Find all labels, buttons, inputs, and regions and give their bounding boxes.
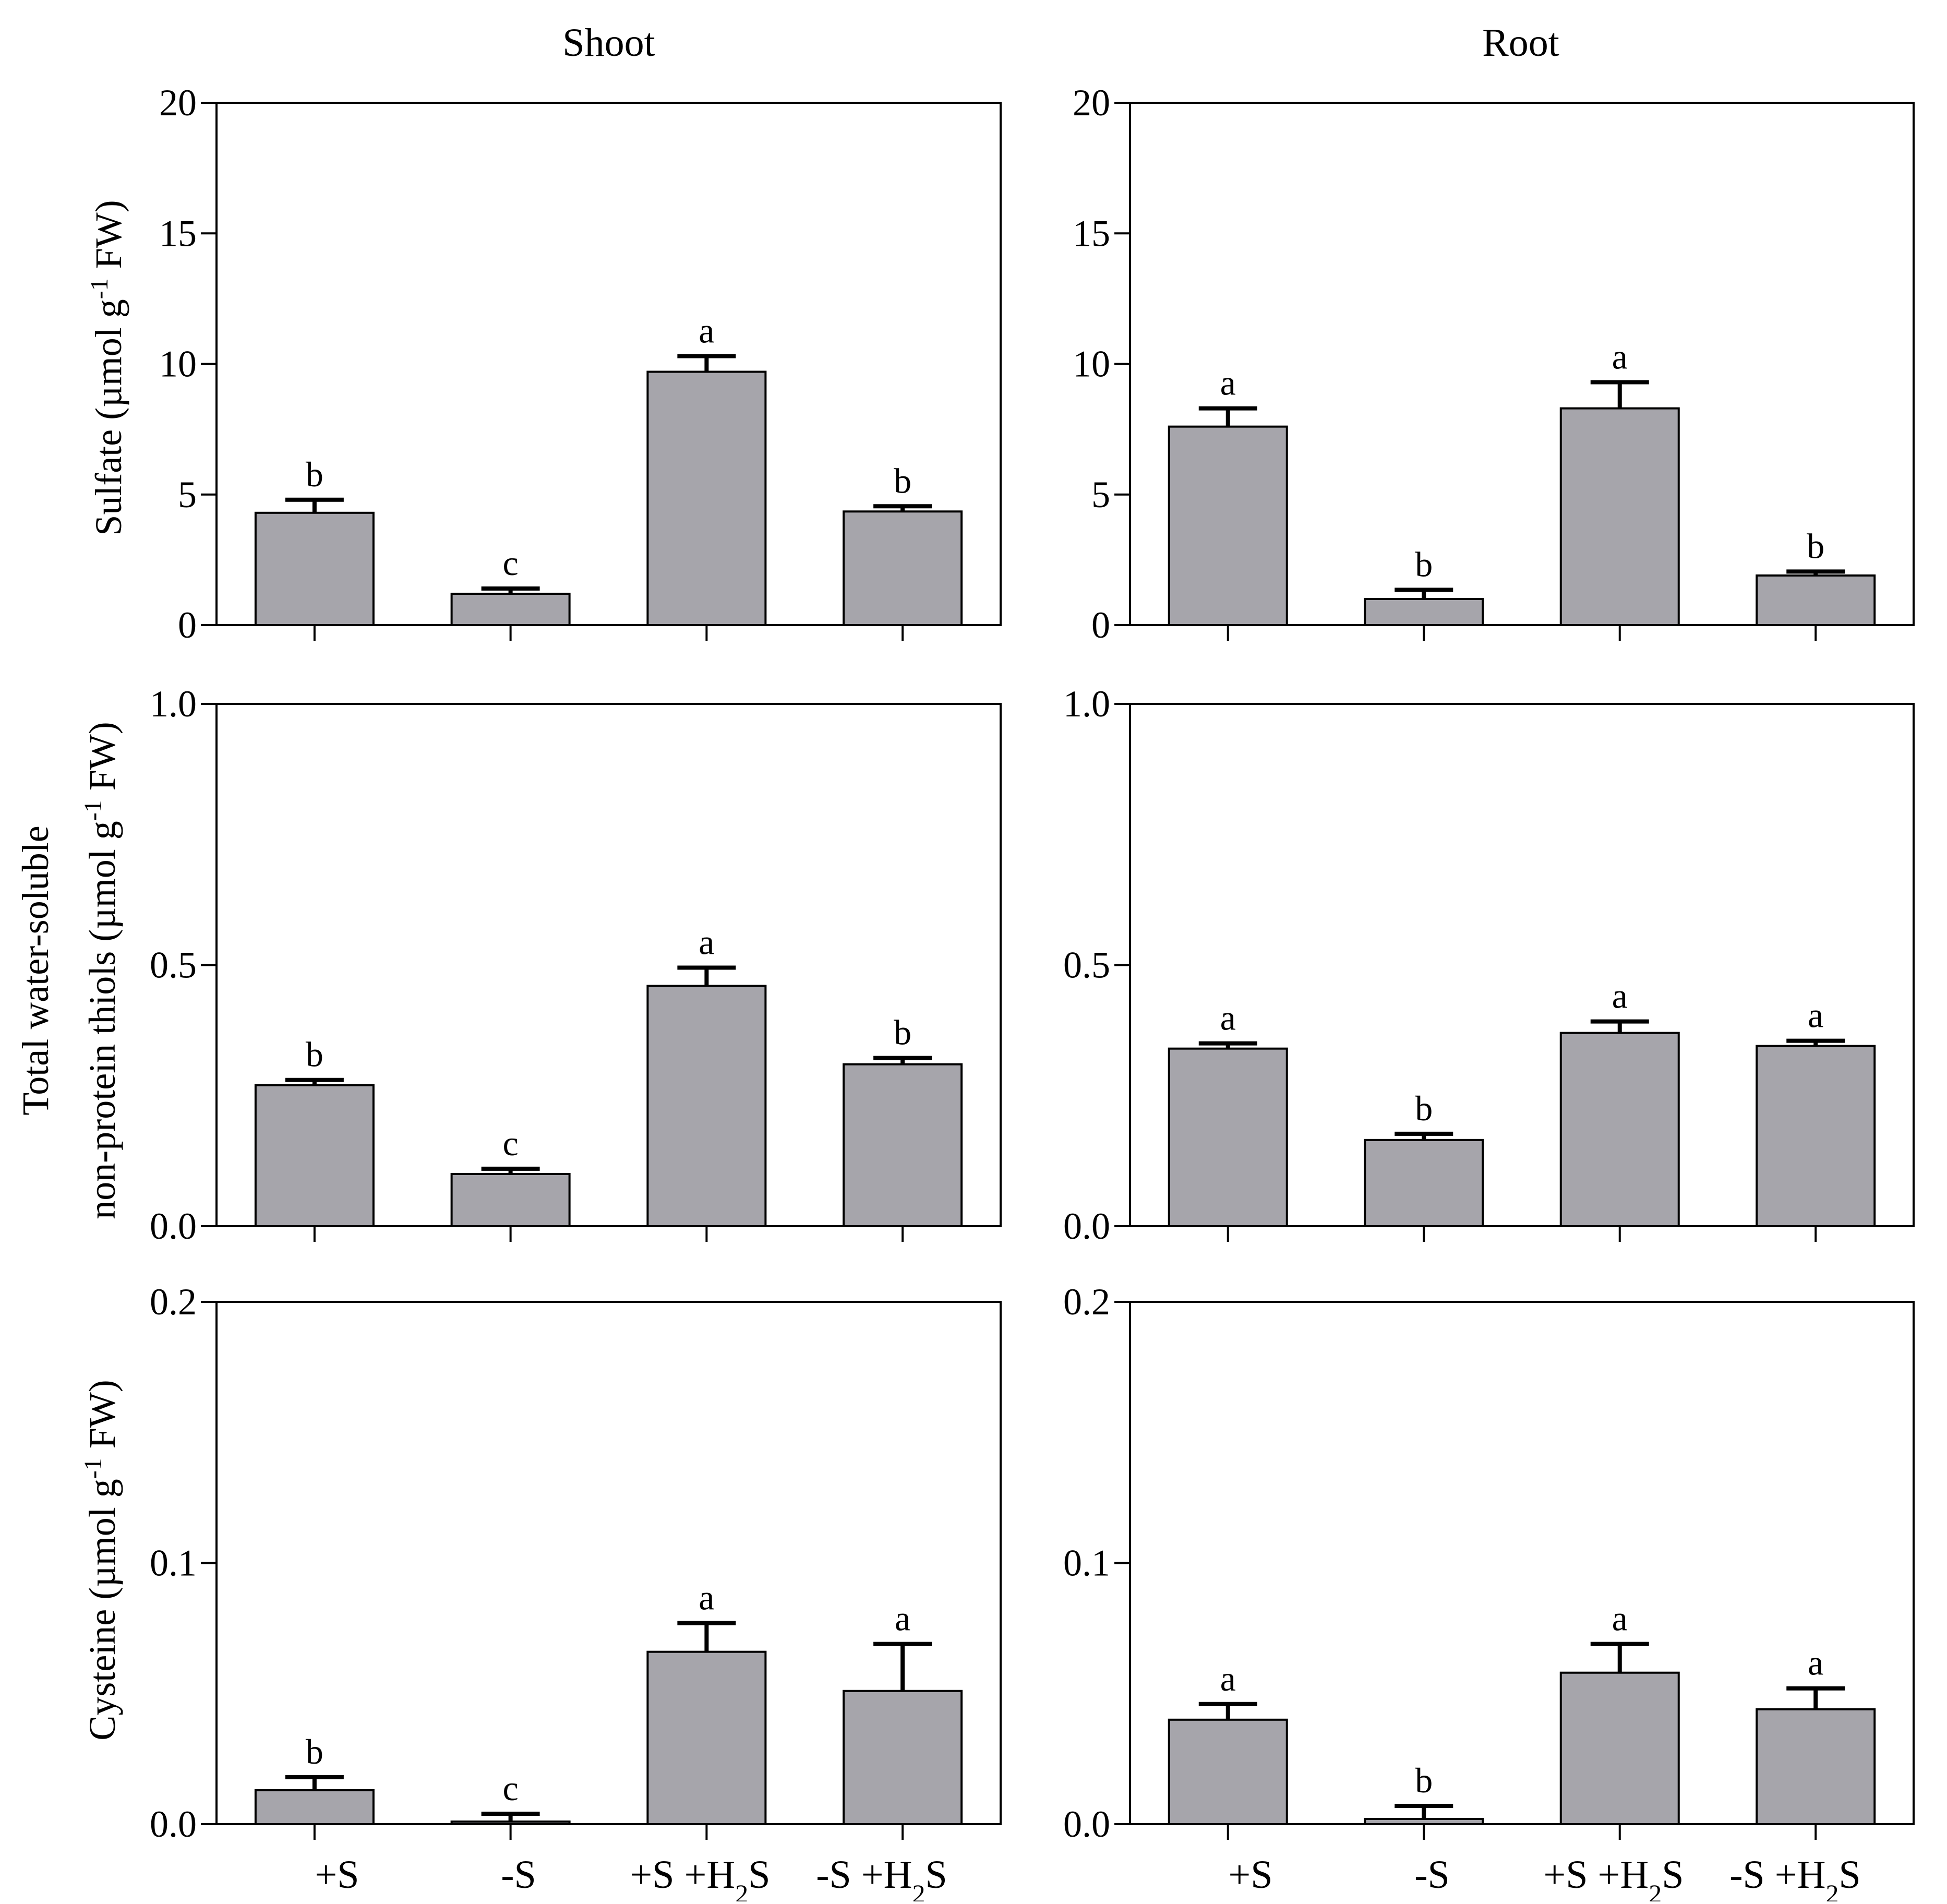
significance-label: b	[1415, 1761, 1433, 1800]
bar	[843, 1690, 963, 1826]
significance-label: c	[503, 543, 519, 583]
bar	[1756, 1708, 1876, 1826]
y-label-thiols-line2: non-protein thiols (µmol g-1 FW)	[79, 722, 124, 1219]
bar	[646, 1650, 767, 1825]
bar	[1364, 597, 1484, 626]
y-tick-label: 20	[1073, 82, 1110, 124]
y-tick-label: 0.1	[1063, 1542, 1110, 1584]
significance-label: a	[1612, 1599, 1628, 1638]
y-label-cysteine: Cysteine (µmol g-1 FW)	[79, 1380, 124, 1740]
chart-panel-sulfate-root: 0 5 10 15 20 a b a b	[1073, 82, 1915, 646]
bar	[450, 1820, 571, 1826]
significance-label: a	[895, 1599, 910, 1638]
x-category-label: +S +H2S	[1543, 1853, 1684, 1901]
significance-label: b	[1415, 544, 1433, 584]
y-tick-label: 10	[159, 343, 197, 385]
y-tick-label: 15	[1073, 212, 1110, 254]
y-tick-label: 0	[178, 604, 197, 646]
x-category-label: -S +H2S	[1729, 1853, 1861, 1901]
y-tick-label: 10	[1073, 343, 1110, 385]
y-label-thiols-line1: Total water-soluble	[15, 825, 56, 1115]
y-tick-label: 1.0	[150, 683, 197, 725]
bar	[450, 592, 571, 626]
x-category-labels-root: +S -S +S +H2S -S +H2S	[1228, 1853, 1861, 1904]
significance-label: a	[1220, 998, 1236, 1038]
significance-label: a	[1220, 363, 1236, 403]
significance-label: b	[306, 1732, 323, 1771]
significance-label: b	[306, 1035, 323, 1074]
y-tick-label: 0.0	[150, 1205, 197, 1247]
y-tick-label: 0.2	[1063, 1281, 1110, 1323]
chart-panel-sulfate-shoot: 0 5 10 15 20 b c a b	[159, 82, 1002, 646]
y-tick-label: 0.1	[150, 1542, 197, 1584]
x-category-label: +S	[315, 1853, 359, 1897]
y-tick-label: 0.0	[150, 1803, 197, 1845]
column-title-root: Root	[1482, 21, 1559, 65]
bar	[1168, 1718, 1288, 1826]
bar	[1364, 1817, 1484, 1825]
significance-label: b	[1415, 1088, 1433, 1128]
significance-label: b	[1807, 526, 1824, 566]
bar	[646, 985, 767, 1228]
significance-label: c	[503, 1123, 519, 1163]
chart-panel-cysteine-root: 0.0 0.1 0.2 a b a a	[1063, 1281, 1915, 1845]
y-tick-label: 20	[159, 82, 197, 124]
significance-label: b	[894, 1013, 911, 1052]
significance-label: a	[1220, 1659, 1236, 1698]
significance-label: c	[503, 1768, 519, 1808]
y-tick-label: 5	[1091, 474, 1110, 516]
chart-panel-thiols-shoot: 0.0 0.5 1.0 b c a b	[150, 683, 1002, 1247]
y-tick-label: 5	[178, 474, 197, 516]
y-tick-label: 0.5	[1063, 944, 1110, 986]
significance-label: a	[1808, 1643, 1823, 1683]
y-label-sulfate: Sulfate (µmol g-1 FW)	[86, 200, 130, 535]
bar	[1559, 1032, 1680, 1227]
bar	[843, 1063, 963, 1227]
bar	[843, 510, 963, 626]
significance-label: a	[699, 1578, 714, 1618]
bar	[1168, 1047, 1288, 1228]
x-category-label: -S	[1414, 1853, 1450, 1897]
bar	[1168, 425, 1288, 626]
bar	[1559, 407, 1680, 627]
bar	[1559, 1671, 1680, 1825]
bar	[646, 370, 767, 626]
chart-panel-thiols-root: 0.0 0.5 1.0 a b a a	[1063, 683, 1915, 1247]
y-tick-label: 15	[159, 212, 197, 254]
x-category-label: +S	[1228, 1853, 1272, 1897]
y-tick-label: 1.0	[1063, 683, 1110, 725]
significance-label: a	[1612, 976, 1628, 1016]
bar	[254, 511, 375, 626]
y-tick-label: 0.5	[150, 944, 197, 986]
panels: 05101520bcab05101520abab0.00.51.0bcab0.0…	[150, 82, 1915, 1845]
bar	[254, 1789, 375, 1826]
x-category-label: -S	[501, 1853, 536, 1897]
bar	[450, 1172, 571, 1227]
significance-label: a	[699, 310, 714, 350]
bar	[1756, 1045, 1876, 1228]
y-tick-label: 0.2	[150, 1281, 197, 1323]
x-category-label: +S +H2S	[630, 1853, 770, 1901]
chart-panel-cysteine-shoot: 0.0 0.1 0.2 b c a a	[150, 1281, 1002, 1845]
column-title-shoot: Shoot	[562, 21, 655, 65]
bar	[254, 1084, 375, 1227]
significance-label: b	[894, 461, 911, 500]
y-tick-label: 0.0	[1063, 1803, 1110, 1845]
significance-label: a	[1612, 337, 1628, 377]
x-category-labels-shoot: +S -S +S +H2S -S +H2S	[315, 1853, 947, 1904]
significance-label: b	[306, 454, 323, 494]
significance-label: a	[1808, 996, 1823, 1035]
x-category-label: -S +H2S	[816, 1853, 947, 1901]
y-tick-label: 0	[1091, 604, 1110, 646]
significance-label: a	[699, 923, 714, 962]
bar	[1756, 574, 1876, 627]
y-tick-label: 0.0	[1063, 1205, 1110, 1247]
bar	[1364, 1139, 1484, 1227]
